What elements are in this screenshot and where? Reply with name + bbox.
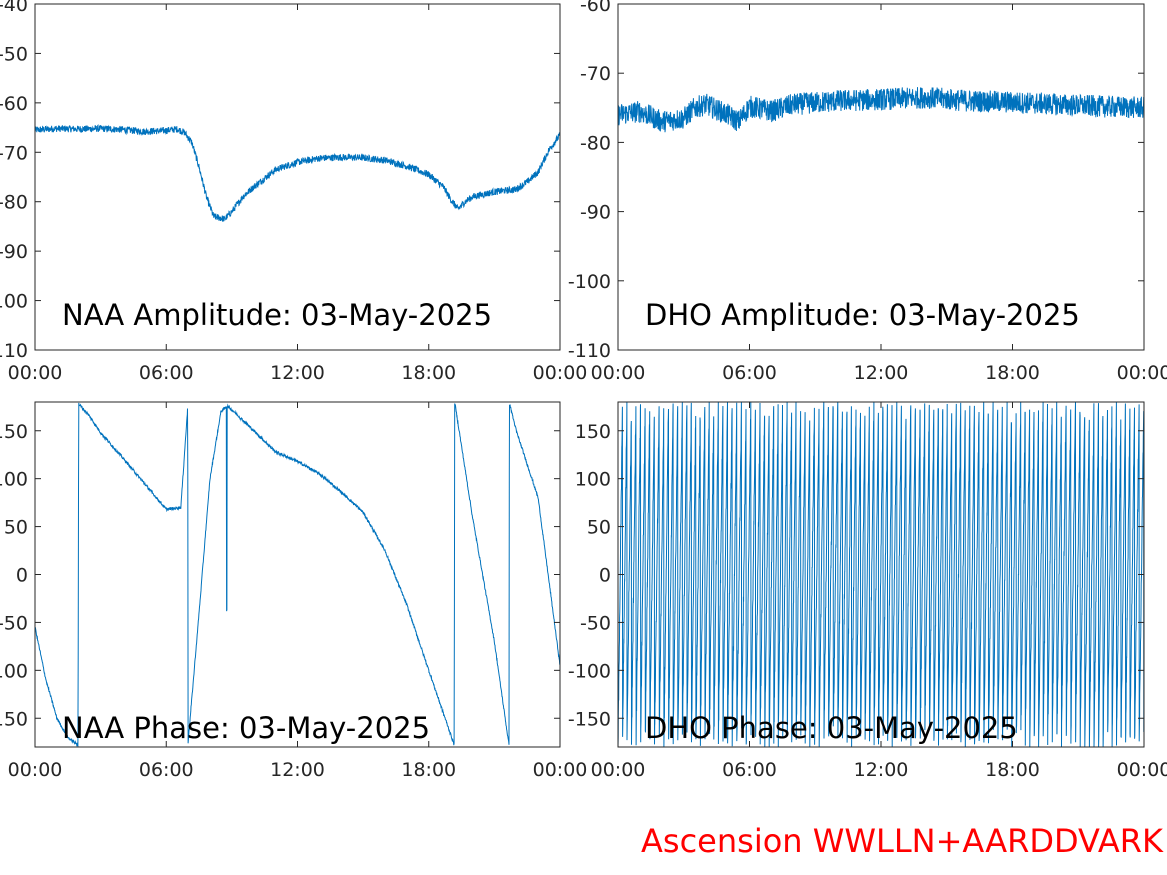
x-tick-label: 06:00 xyxy=(722,759,777,781)
x-tick-label: 12:00 xyxy=(270,362,325,384)
series-line xyxy=(618,87,1144,133)
y-tick-label: 150 xyxy=(0,421,28,443)
y-tick-label: 50 xyxy=(587,517,611,539)
y-tick-label: -90 xyxy=(580,202,611,224)
naa-amplitude-panel: 00:00 06:00 12:00 18:00 00:00 -40 -50 -60 -70 -80… xyxy=(0,0,587,384)
y-tick-label: 100 xyxy=(575,469,611,491)
y-tick-label: -100 xyxy=(568,271,611,293)
y-tick-label: -50 xyxy=(0,43,28,65)
x-tick-label: 00:00 xyxy=(8,362,63,384)
panel-title: DHO Amplitude: 03-May-2025 xyxy=(645,298,1080,332)
x-tick-label: 00:00 xyxy=(533,362,588,384)
x-tick-label: 06:00 xyxy=(139,362,194,384)
y-tick-label: -100 xyxy=(568,660,611,682)
y-tick-label: -100 xyxy=(0,291,28,313)
x-tick-label: 18:00 xyxy=(985,759,1040,781)
dho-phase-panel: 00:00 06:00 12:00 18:00 00:00 150 100 50 0 -50 -10… xyxy=(568,401,1167,781)
dho-amplitude-panel: 00:00 06:00 12:00 18:00 00:00 -60 -70 -80 -90 -10… xyxy=(568,0,1167,384)
y-tick-label: -50 xyxy=(0,612,28,634)
y-tick-label: 0 xyxy=(16,565,28,587)
x-tick-label: 18:00 xyxy=(985,362,1040,384)
y-tick-label: 150 xyxy=(575,421,611,443)
y-tick-label: -60 xyxy=(580,0,611,16)
naa-phase-panel: 00:00 06:00 12:00 18:00 00:00 150 100 50 0 -50 -10… xyxy=(0,401,588,781)
x-tick-label: 06:00 xyxy=(139,759,194,781)
series-line xyxy=(35,402,560,747)
x-tick-label: 00:00 xyxy=(8,759,63,781)
y-tick-label: -70 xyxy=(0,142,28,164)
y-tick-label: 50 xyxy=(4,517,28,539)
y-tick-label: -50 xyxy=(580,612,611,634)
y-tick-label: -150 xyxy=(568,708,611,730)
series-line xyxy=(618,402,1144,747)
y-tick-label: -80 xyxy=(580,132,611,154)
y-tick-label: -90 xyxy=(0,241,28,263)
x-tick-label: 00:00 xyxy=(1117,362,1167,384)
panel-title: DHO Phase: 03-May-2025 xyxy=(645,711,1018,745)
y-tick-label: -70 xyxy=(580,63,611,85)
x-tick-label: 00:00 xyxy=(591,362,646,384)
x-tick-label: 06:00 xyxy=(722,362,777,384)
y-tick-label: -60 xyxy=(0,93,28,115)
x-tick-label: 12:00 xyxy=(854,362,909,384)
y-tick-label: -100 xyxy=(0,660,28,682)
x-tick-label: 00:00 xyxy=(591,759,646,781)
x-tick-label: 18:00 xyxy=(401,759,456,781)
y-tick-label: -110 xyxy=(568,340,611,362)
y-tick-label: 0 xyxy=(599,565,611,587)
y-tick-label: -150 xyxy=(0,708,28,730)
plot-area xyxy=(35,402,560,747)
y-tick-label: -80 xyxy=(0,192,28,214)
y-tick-label: 100 xyxy=(0,469,28,491)
x-tick-label: 18:00 xyxy=(401,362,456,384)
x-tick-label: 00:00 xyxy=(1117,759,1167,781)
panel-title: NAA Phase: 03-May-2025 xyxy=(62,711,430,745)
x-tick-label: 12:00 xyxy=(854,759,909,781)
y-tick-label: -110 xyxy=(0,340,28,362)
x-tick-label: 12:00 xyxy=(270,759,325,781)
plot-area xyxy=(35,4,560,350)
y-tick-label: -40 xyxy=(0,0,28,16)
panel-title: NAA Amplitude: 03-May-2025 xyxy=(62,298,492,332)
series-line xyxy=(35,124,560,222)
x-tick-label: 00:00 xyxy=(533,759,588,781)
station-label: Ascension WWLLN+AARDDVARK xyxy=(641,822,1163,860)
plot-area xyxy=(618,4,1144,350)
